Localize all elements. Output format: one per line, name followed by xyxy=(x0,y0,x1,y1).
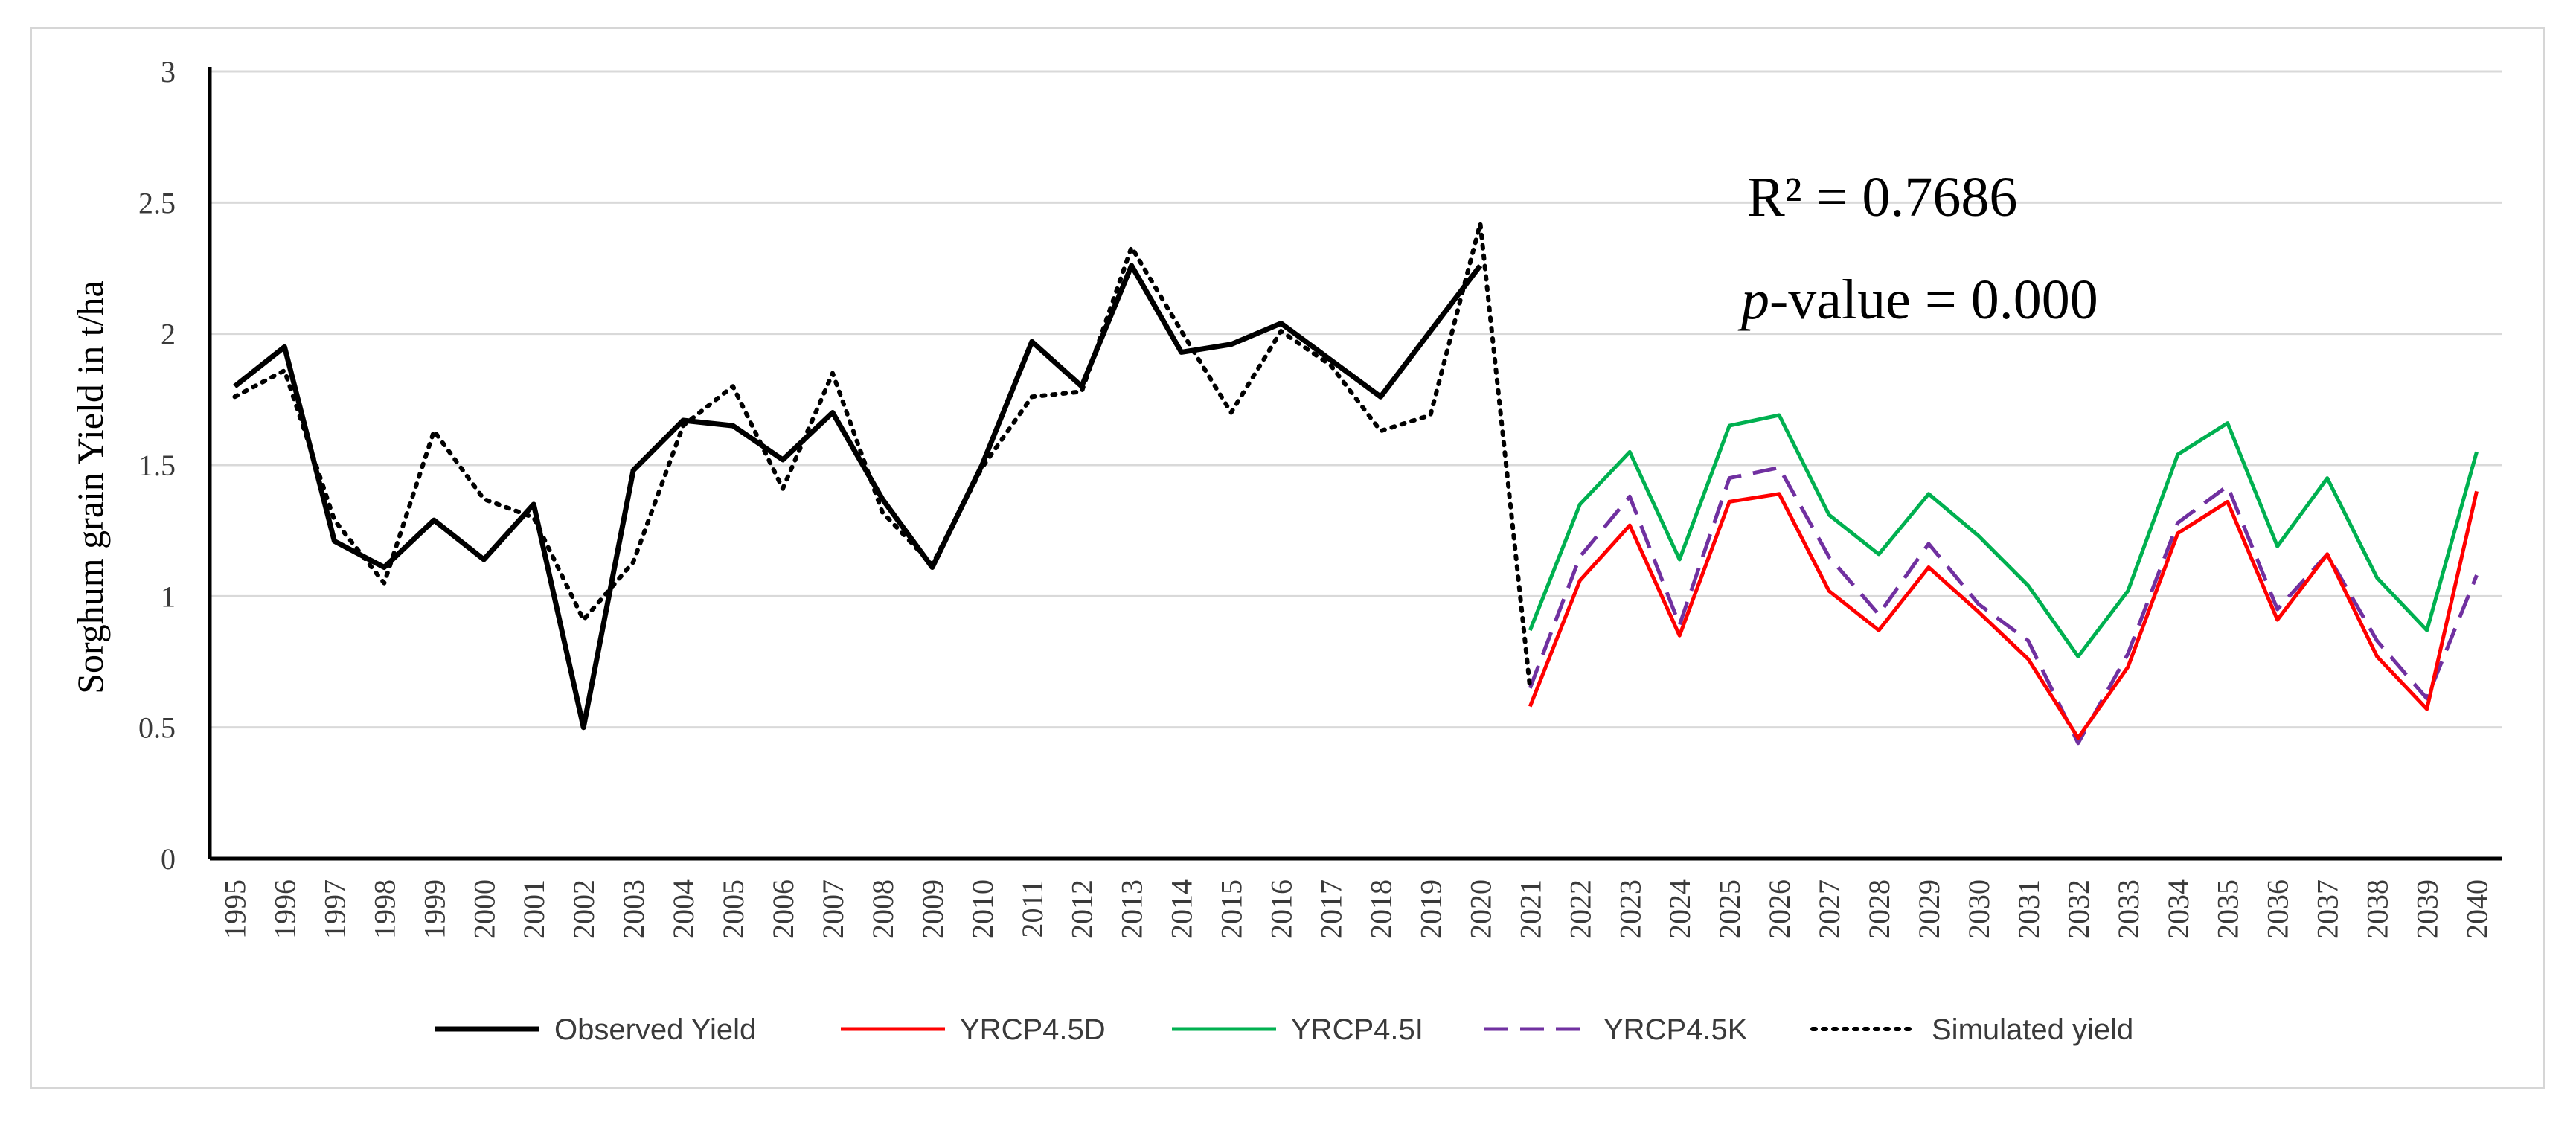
y-tick-label: 1.5 xyxy=(138,449,176,482)
x-tick-label: 2012 xyxy=(1066,879,1099,939)
x-tick-label: 2015 xyxy=(1215,879,1249,939)
x-tick-label: 2035 xyxy=(2211,879,2245,939)
x-tick-label: 2026 xyxy=(1763,879,1796,939)
x-tick-label: 2001 xyxy=(517,879,551,939)
x-tick-label: 2007 xyxy=(816,879,850,939)
x-tick-label: 2025 xyxy=(1713,879,1746,939)
p-value-annotation: p-value = 0.000 xyxy=(1737,269,2098,331)
x-tick-label: 2036 xyxy=(2261,879,2295,939)
legend-label-yrcp4-5i: YRCP4.5I xyxy=(1291,1013,1423,1046)
series-line-yrcp4-5k xyxy=(1528,466,2479,746)
y-tick-labels: 0 0.5 1 1.5 2 2.5 3 xyxy=(138,55,176,876)
x-tick-label: 1995 xyxy=(218,879,251,939)
legend-label-yrcp4-5d: YRCP4.5D xyxy=(960,1013,1106,1046)
x-tick-label: 1996 xyxy=(268,879,301,939)
y-tick-label: 1 xyxy=(161,580,176,613)
x-tick-label: 2017 xyxy=(1315,879,1348,939)
x-tick-label: 2009 xyxy=(916,879,949,939)
x-tick-label: 2014 xyxy=(1165,879,1199,939)
x-tick-label: 2013 xyxy=(1115,879,1149,939)
x-tick-label: 2028 xyxy=(1862,879,1896,939)
y-tick-label: 2.5 xyxy=(138,186,176,219)
y-tick-label: 2 xyxy=(161,318,176,351)
x-tick-label: 2003 xyxy=(617,879,650,939)
x-tick-label: 2030 xyxy=(1962,879,1996,939)
x-tick-label: 1999 xyxy=(417,879,451,939)
x-tick-label: 2004 xyxy=(667,879,700,939)
x-tick-label: 2038 xyxy=(2361,879,2394,939)
chart-frame xyxy=(30,27,2545,1089)
y-tick-label: 0 xyxy=(161,842,176,876)
x-tick-label: 2029 xyxy=(1912,879,1946,939)
x-tick-label: 2022 xyxy=(1563,879,1597,939)
y-tick-label: 3 xyxy=(161,55,176,89)
x-tick-label: 2032 xyxy=(2062,879,2095,939)
gridlines xyxy=(210,70,2502,729)
x-tick-label: 2021 xyxy=(1513,879,1547,939)
p-value-text: -value = 0.000 xyxy=(1769,269,2098,331)
x-tick-label: 2040 xyxy=(2461,879,2494,939)
x-tick-label: 2031 xyxy=(2012,879,2045,939)
x-tick-label: 2018 xyxy=(1364,879,1397,939)
x-tick-label: 2016 xyxy=(1265,879,1298,939)
x-tick-label: 2023 xyxy=(1613,879,1647,939)
x-tick-label: 2033 xyxy=(2112,879,2145,939)
x-tick-label: 2011 xyxy=(1016,879,1049,938)
x-tick-label: 1998 xyxy=(368,879,401,939)
series-line-yrcp4-5d xyxy=(1528,490,2479,740)
legend: Observed Yield YRCP4.5D YRCP4.5I YRCP4.5K Si… xyxy=(435,1013,2133,1046)
y-axis-label: Sorghum grain Yield in t/ha xyxy=(69,280,111,694)
x-tick-labels: 1995 1996 1997 1998 1999 2000 2001 2002 2003 2004… xyxy=(218,879,2493,939)
series-line-simulated-yield xyxy=(232,221,1533,690)
x-tick-label: 2019 xyxy=(1414,879,1447,939)
legend-label-observed-yield: Observed Yield xyxy=(554,1013,756,1046)
x-tick-label: 2037 xyxy=(2311,879,2345,939)
x-tick-label: 1997 xyxy=(318,879,351,939)
x-tick-label: 2006 xyxy=(766,879,800,939)
y-tick-label: 0.5 xyxy=(138,711,176,745)
x-tick-label: 2034 xyxy=(2162,879,2195,939)
legend-label-simulated-yield: Simulated yield xyxy=(1932,1013,2133,1046)
x-tick-label: 2000 xyxy=(467,879,501,939)
legend-label-yrcp4-5k: YRCP4.5K xyxy=(1603,1013,1748,1046)
p-italic: p xyxy=(1737,269,1769,331)
x-tick-label: 2005 xyxy=(717,879,750,939)
x-tick-label: 2027 xyxy=(1813,879,1846,939)
r-squared-annotation: R² = 0.7686 xyxy=(1747,166,2017,228)
x-tick-label: 2010 xyxy=(966,879,999,939)
x-tick-label: 2024 xyxy=(1663,879,1696,939)
series-line-observed-yield xyxy=(233,263,1483,731)
series-line-yrcp4-5i xyxy=(1528,413,2479,658)
series-lines xyxy=(232,221,2479,746)
x-tick-label: 2002 xyxy=(567,879,600,939)
x-tick-label: 2020 xyxy=(1464,879,1497,939)
x-tick-label: 2039 xyxy=(2411,879,2444,939)
x-tick-label: 2008 xyxy=(866,879,900,939)
